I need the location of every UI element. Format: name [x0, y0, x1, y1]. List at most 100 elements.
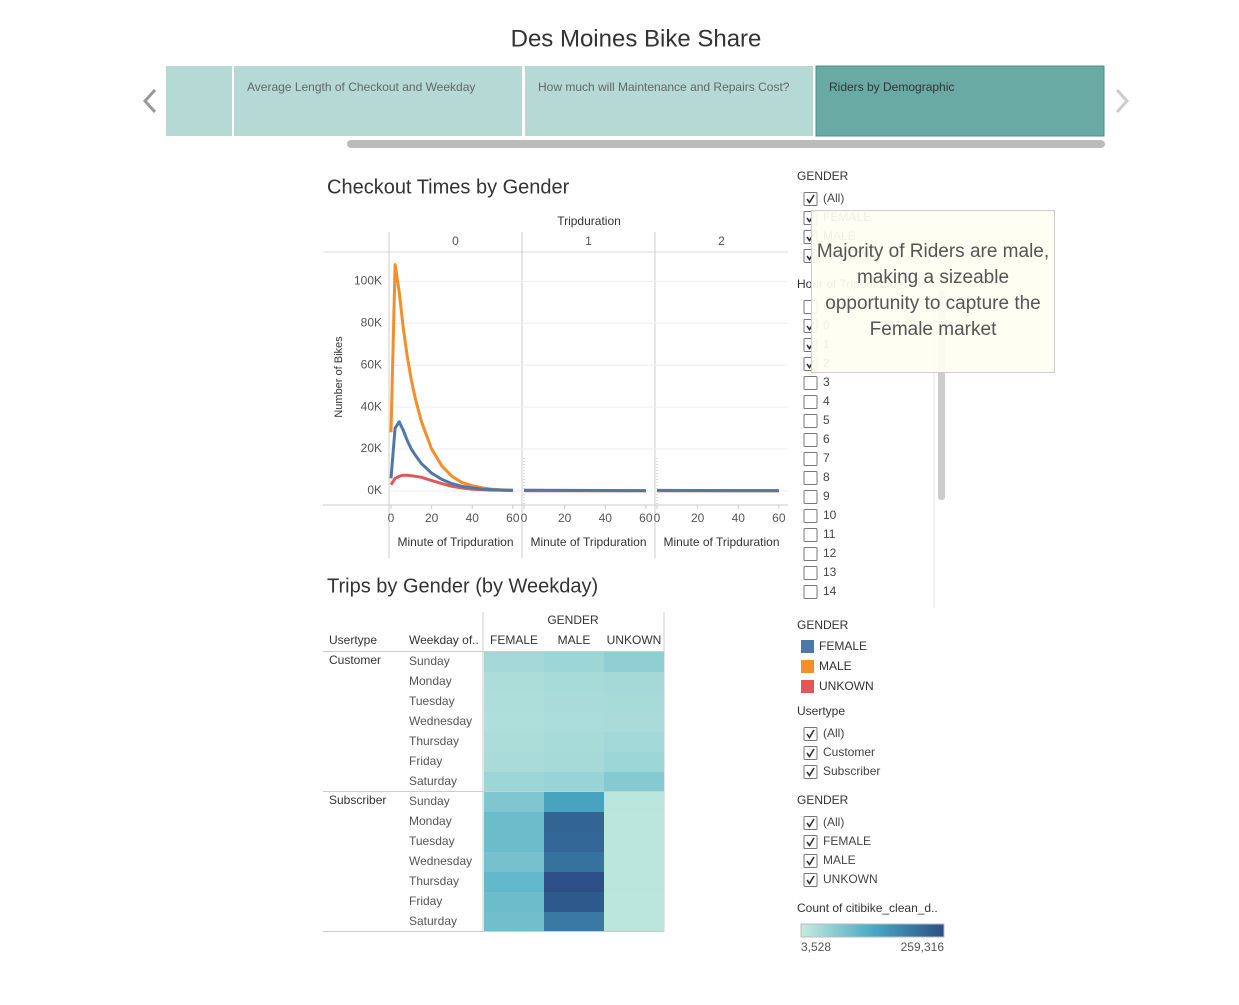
checkbox[interactable]	[803, 433, 818, 447]
row-label: Saturday	[409, 914, 457, 928]
checkbox[interactable]	[803, 585, 818, 599]
checkbox[interactable]	[803, 816, 818, 830]
row-label: Tuesday	[409, 834, 455, 848]
checkbox[interactable]	[803, 471, 818, 485]
filter-item[interactable]: MALE	[823, 853, 856, 867]
heat-cell	[544, 672, 604, 692]
heat-cell	[484, 652, 544, 672]
filter-item[interactable]: 3	[823, 375, 830, 389]
filter-item[interactable]: 11	[823, 527, 836, 541]
heat-cell	[484, 752, 544, 772]
filter-item[interactable]: 9	[823, 489, 830, 503]
color-legend-title: Count of citibike_clean_d..	[797, 901, 938, 915]
tab[interactable]	[166, 66, 232, 136]
filter-item[interactable]: 14	[823, 584, 837, 598]
heat-cell	[604, 892, 664, 912]
heat-cell	[604, 792, 664, 812]
x-tick-label: 0	[654, 511, 661, 525]
heat-cell	[484, 692, 544, 712]
tooltip-text: Majority of Riders are male, making a si…	[811, 210, 1055, 373]
filter-title: GENDER	[797, 793, 849, 807]
filter-item[interactable]: Subscriber	[823, 764, 880, 778]
filter-item[interactable]: UNKOWN	[823, 872, 878, 886]
checkbox[interactable]	[803, 395, 818, 409]
checkbox[interactable]	[803, 452, 818, 466]
filter-item[interactable]: 10	[823, 508, 837, 522]
column-title: Tripduration	[557, 214, 621, 228]
checkbox[interactable]	[803, 528, 818, 542]
heat-cell	[544, 732, 604, 752]
heat-cell	[604, 812, 664, 832]
heat-cell	[484, 832, 544, 852]
checkbox[interactable]	[803, 854, 818, 868]
x-tick-label: 40	[599, 511, 613, 525]
checkbox[interactable]	[803, 376, 818, 390]
x-tick-label: 60	[772, 511, 786, 525]
filter-title: GENDER	[797, 169, 849, 183]
checkmark	[806, 194, 815, 204]
checkmark	[806, 767, 815, 777]
filter-item[interactable]: FEMALE	[823, 834, 871, 848]
filter-item[interactable]: Customer	[823, 745, 875, 759]
x-tick-label: 60	[639, 511, 653, 525]
checkbox[interactable]	[803, 490, 818, 504]
filter-item[interactable]: 5	[823, 413, 830, 427]
heat-cell	[544, 812, 604, 832]
tab[interactable]	[234, 66, 522, 136]
checkbox[interactable]	[803, 765, 818, 779]
checkmark	[806, 875, 815, 885]
legend-swatch	[801, 660, 814, 673]
heat-cell	[604, 652, 664, 672]
x-tick-label: 40	[732, 511, 746, 525]
heat-cell	[544, 692, 604, 712]
checkbox[interactable]	[803, 192, 818, 206]
y-tick-label: 20K	[361, 441, 382, 455]
filter-item[interactable]: 7	[823, 451, 830, 465]
scrollbar[interactable]	[347, 140, 1105, 148]
tab-label: Average Length of Checkout and Weekday	[247, 80, 475, 94]
checkbox[interactable]	[803, 414, 818, 428]
filter-item[interactable]: 6	[823, 432, 830, 446]
heat-cell	[484, 672, 544, 692]
tab[interactable]	[525, 66, 813, 136]
panel-label: 1	[585, 234, 592, 248]
tab[interactable]	[815, 65, 1105, 137]
filter-item[interactable]: (All)	[823, 726, 844, 740]
checkbox[interactable]	[803, 727, 818, 741]
filter-item[interactable]: 13	[823, 565, 837, 579]
checkbox[interactable]	[803, 746, 818, 760]
heat-cell	[484, 792, 544, 812]
filter-item[interactable]: (All)	[823, 815, 844, 829]
row-label: Wednesday	[409, 854, 472, 868]
checkmark	[806, 729, 815, 739]
checkbox[interactable]	[803, 835, 818, 849]
heat-cell	[544, 752, 604, 772]
checkbox[interactable]	[803, 873, 818, 887]
heat-cell	[484, 712, 544, 732]
y-tick-label: 40K	[361, 399, 382, 413]
filter-item[interactable]: 4	[823, 394, 830, 408]
checkmark	[806, 818, 815, 828]
x-tick-label: 60	[506, 511, 520, 525]
checkbox[interactable]	[803, 547, 818, 561]
column-header: MALE	[558, 633, 591, 647]
heat-cell	[544, 852, 604, 872]
filter-item[interactable]: 8	[823, 470, 830, 484]
prev-arrow[interactable]	[142, 88, 157, 114]
heat-cell	[484, 732, 544, 752]
heat-cell	[484, 852, 544, 872]
filter-item[interactable]: (All)	[823, 191, 844, 205]
heat-cell	[604, 672, 664, 692]
color-legend-max: 259,316	[901, 940, 945, 954]
x-tick-label: 40	[466, 511, 480, 525]
row-label: Thursday	[409, 734, 459, 748]
filter-item[interactable]: 12	[823, 546, 837, 560]
x-axis-label: Minute of Tripduration	[530, 535, 646, 549]
heat-cell	[604, 852, 664, 872]
legend-label: UNKOWN	[819, 679, 874, 693]
heat-cell	[604, 832, 664, 852]
checkbox[interactable]	[803, 566, 818, 580]
checkbox[interactable]	[803, 509, 818, 523]
next-arrow[interactable]	[1115, 88, 1130, 114]
